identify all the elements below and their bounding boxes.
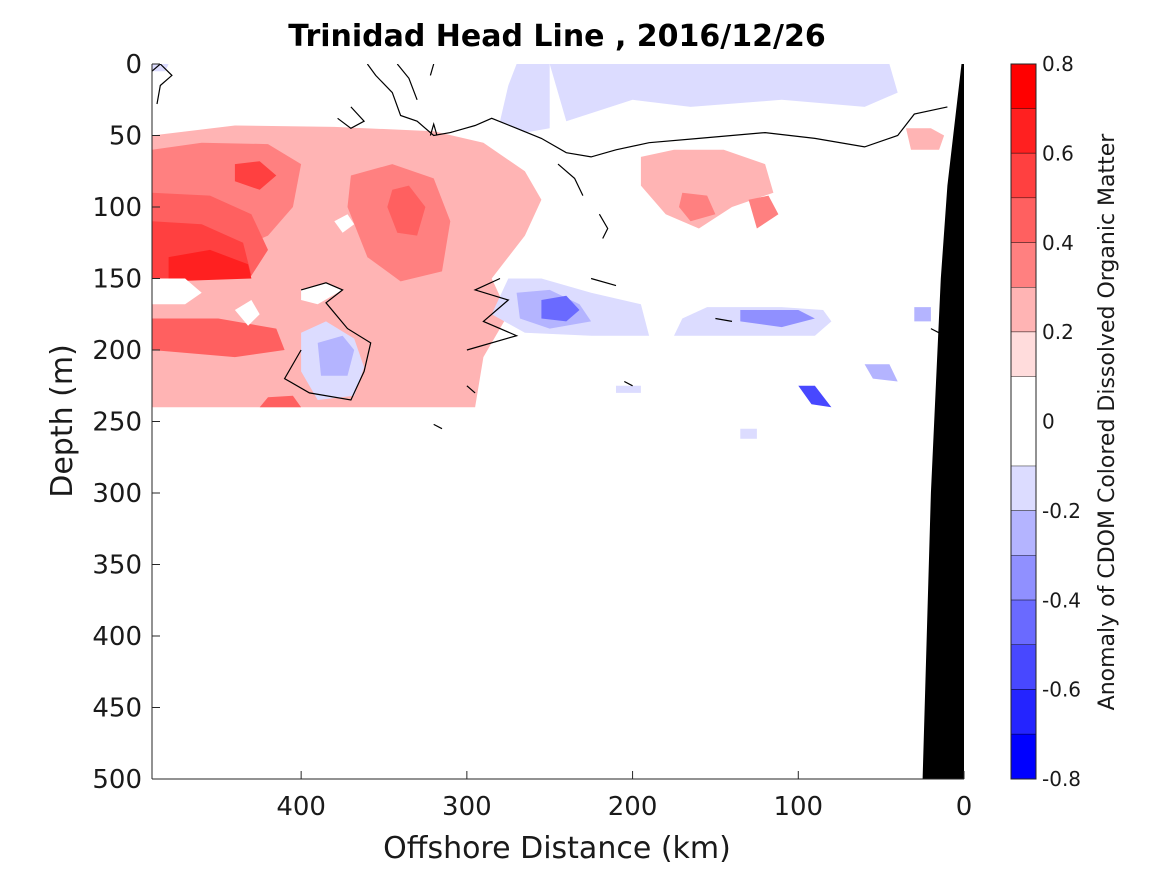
x-tick-label: 400 <box>276 792 326 822</box>
contour-line-6 <box>557 163 584 196</box>
contour-line-3 <box>429 64 435 76</box>
contour-region-21 <box>152 64 169 72</box>
colorbar-label: Anomaly of CDOM Colored Dissolved Organi… <box>1095 133 1120 711</box>
contour-region-32 <box>906 128 945 150</box>
contour-line-11 <box>715 317 733 322</box>
colorbar-swatch <box>1011 287 1036 333</box>
contour-line-5 <box>396 64 418 101</box>
y-tick-label: 400 <box>92 622 142 652</box>
colorbar-tick-label: -0.4 <box>1042 588 1081 612</box>
colorbar-swatch <box>1011 510 1036 557</box>
colorbar-swatch <box>1011 153 1036 199</box>
colorbar-swatch <box>1011 734 1036 780</box>
y-tick-label: 300 <box>92 479 142 509</box>
colorbar-tick-label: -0.8 <box>1042 767 1081 791</box>
y-axis-label: Depth (m) <box>45 344 80 498</box>
colorbar-swatch <box>1011 600 1036 646</box>
colorbar-border <box>1010 63 1037 780</box>
x-axis-ticks: 400 300 200 100 0 <box>276 771 972 822</box>
colorbar-tick-label: 0 <box>1042 410 1055 434</box>
contour-region-10 <box>152 278 202 305</box>
contour-region-27 <box>616 385 641 393</box>
contour-region-20 <box>549 64 898 122</box>
colorbar-swatch <box>1011 242 1036 288</box>
contour-line-15 <box>433 423 443 430</box>
contour-line-14 <box>930 328 940 334</box>
contour-region-12 <box>301 282 343 305</box>
y-tick-label: 450 <box>92 694 142 724</box>
y-tick-label: 500 <box>92 765 142 795</box>
contour-region-18 <box>541 295 580 322</box>
contour-region-8 <box>168 249 252 282</box>
contour-region-23 <box>740 310 815 328</box>
contour-fills <box>152 64 945 439</box>
colorbar-swatch <box>1011 689 1036 735</box>
contour-region-30 <box>679 192 716 222</box>
contour-region-25 <box>864 364 898 382</box>
x-tick-label: 200 <box>608 792 658 822</box>
colorbar-tick-label: 0.4 <box>1042 231 1074 255</box>
colorbar-tick-label: 0.8 <box>1042 52 1074 76</box>
colorbar-swatch <box>1011 108 1036 154</box>
contour-line-10 <box>590 277 617 287</box>
contour-region-9 <box>259 395 302 408</box>
y-tick-label: 200 <box>92 336 142 366</box>
contour-region-29 <box>640 149 774 229</box>
colorbar-swatch <box>1011 555 1036 601</box>
contour-line-13 <box>624 380 633 387</box>
contour-line-12 <box>466 385 476 394</box>
contour-region-4 <box>387 185 426 236</box>
contour-line-9 <box>466 277 519 351</box>
contour-line-4 <box>429 121 438 136</box>
y-tick-label: 350 <box>92 551 142 581</box>
y-tick-label: 150 <box>92 265 142 295</box>
colorbar-swatch <box>1011 376 1036 467</box>
seafloor-bathymetry <box>920 64 964 779</box>
contour-region-26 <box>740 428 757 439</box>
x-tick-label: 300 <box>442 792 492 822</box>
colorbar-tick-label: 0.6 <box>1042 141 1074 165</box>
contour-line-2 <box>337 106 366 130</box>
colorbar-tick-label: -0.2 <box>1042 499 1081 523</box>
contour-region-7 <box>234 161 277 190</box>
colorbar-ticks: 0.8 0.6 0.4 0.2 0 -0.2 -0.4 -0.6 -0.8 <box>1042 52 1081 791</box>
contour-region-15 <box>317 335 355 376</box>
colorbar-swatch <box>1011 332 1036 378</box>
colorbar-swatch <box>1011 64 1036 110</box>
colorbar-tick-label: 0.2 <box>1042 320 1074 344</box>
colorbar-tick-label: -0.6 <box>1042 678 1081 702</box>
colorbar-swatch <box>1011 198 1036 244</box>
contour-line-7 <box>598 213 609 239</box>
contour-region-11 <box>234 300 260 326</box>
seafloor-shape <box>920 64 964 779</box>
colorbar-swatch <box>1011 466 1036 512</box>
y-tick-label: 50 <box>109 122 142 152</box>
contour-region-19 <box>500 64 550 133</box>
colorbar-swatch <box>1011 644 1036 691</box>
y-tick-label: 250 <box>92 408 142 438</box>
contour-line-1 <box>366 64 948 158</box>
colorbar <box>1010 63 1037 780</box>
contour-region-24 <box>798 385 832 408</box>
contour-line-0 <box>152 64 173 105</box>
contour-region-5 <box>152 318 285 358</box>
chart-title: Trinidad Head Line , 2016/12/26 <box>288 19 825 54</box>
x-axis-label: Offshore Distance (km) <box>383 831 731 866</box>
y-axis-ticks: 0 50 100 150 200 250 300 350 400 450 500 <box>92 50 160 795</box>
y-tick-label: 0 <box>125 50 142 80</box>
contour-region-13 <box>334 214 355 233</box>
y-tick-label: 100 <box>92 193 142 223</box>
contour-region-31 <box>748 195 779 229</box>
x-tick-label: 0 <box>956 792 973 822</box>
contour-region-28 <box>914 307 931 322</box>
x-tick-label: 100 <box>773 792 823 822</box>
zero-contour-lines <box>152 64 948 430</box>
contour-line-8 <box>283 282 372 401</box>
